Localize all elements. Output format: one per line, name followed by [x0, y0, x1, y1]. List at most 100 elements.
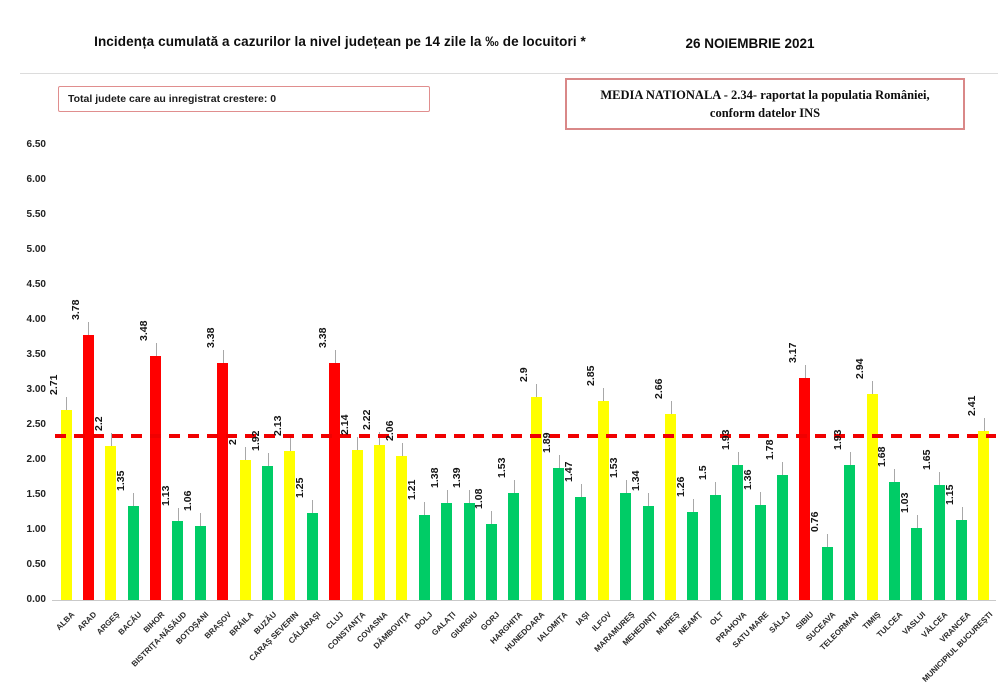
value-leader-line: [961, 506, 963, 520]
bar: [373, 444, 385, 600]
bar-value-label: 1.78: [764, 439, 777, 461]
bar: [284, 450, 296, 600]
bar-value-label: 1.21: [406, 479, 419, 501]
bar-value-label: 1.68: [876, 446, 889, 468]
value-leader-line: [670, 400, 672, 414]
bar-value-label: 2.13: [271, 415, 284, 436]
value-leader-line: [424, 502, 426, 516]
bar-value-label: 1.06: [182, 490, 195, 511]
bar: [665, 413, 677, 600]
bar: [821, 546, 833, 600]
bar-value-label: 1.93: [831, 429, 844, 450]
bar: [463, 502, 475, 600]
bar-value-label: 2.9: [518, 367, 531, 382]
chart-title: Incidența cumulată a cazurilor la nivel …: [94, 34, 586, 49]
value-leader-line: [513, 479, 515, 493]
national-average-reference-line: [55, 434, 996, 439]
bar-value-label: 2.85: [585, 365, 598, 386]
bar: [732, 464, 744, 600]
value-leader-line: [222, 350, 224, 364]
bar: [620, 492, 632, 600]
value-leader-line: [200, 512, 202, 526]
value-leader-line: [289, 437, 291, 451]
value-leader-line: [491, 511, 493, 525]
value-leader-line: [603, 387, 605, 401]
value-leader-line: [267, 452, 269, 466]
bar: [60, 410, 72, 600]
bar-value-label: 2.66: [652, 378, 665, 399]
value-leader-line: [469, 489, 471, 503]
value-leader-line: [939, 471, 941, 485]
growth-counties-text: Total judete care au inregistrat crester…: [68, 93, 277, 105]
bar-value-label: 1.92: [249, 430, 262, 451]
value-leader-line: [760, 491, 762, 505]
bar: [82, 335, 94, 600]
bar-value-label: 1.65: [921, 449, 934, 470]
bar: [105, 446, 117, 600]
bar: [508, 492, 520, 600]
growth-counties-box: Total judete care au inregistrat crester…: [58, 86, 430, 112]
bar: [844, 464, 856, 600]
bar: [956, 519, 968, 600]
y-axis-tick-label: 1.00: [26, 523, 46, 535]
value-leader-line: [177, 507, 179, 521]
bar-value-label: 1.53: [495, 457, 508, 478]
y-axis-tick-label: 0.00: [26, 593, 46, 605]
bar: [754, 504, 766, 600]
bar-value-label: 1.36: [742, 469, 755, 490]
value-leader-line: [804, 365, 806, 379]
value-leader-line: [334, 350, 336, 364]
bar: [217, 363, 229, 600]
y-axis-tick-label: 5.50: [26, 208, 46, 220]
value-leader-line: [737, 451, 739, 465]
bar: [709, 495, 721, 600]
bar: [553, 467, 565, 600]
bar-value-label: 1.26: [674, 476, 687, 497]
bar-value-label: 2.71: [48, 374, 60, 396]
value-leader-line: [88, 322, 90, 336]
top-divider: [20, 73, 998, 74]
value-leader-line: [155, 343, 157, 357]
value-leader-line: [536, 384, 538, 397]
y-axis-tick-label: 4.00: [26, 313, 46, 325]
value-leader-line: [110, 433, 112, 446]
bar: [575, 497, 587, 600]
y-axis-tick-label: 4.50: [26, 278, 46, 290]
bar-value-label: 1.5: [697, 465, 710, 480]
value-leader-line: [648, 493, 650, 507]
bar-value-label: 1.39: [451, 467, 464, 488]
bar: [799, 378, 811, 600]
y-axis-tick-label: 6.50: [26, 138, 46, 150]
bar-value-label: 1.93: [719, 429, 732, 450]
bar: [396, 455, 408, 600]
y-axis-tick-label: 3.00: [26, 383, 46, 395]
value-leader-line: [580, 484, 582, 498]
value-leader-line: [558, 454, 560, 468]
national-average-box: MEDIA NATIONALA - 2.34- raportat la popu…: [565, 78, 965, 130]
y-axis-tick-label: 2.00: [26, 453, 46, 465]
value-leader-line: [916, 514, 918, 528]
value-leader-line: [401, 442, 403, 456]
bar-value-label: 3.48: [137, 320, 150, 342]
national-average-line1: MEDIA NATIONALA - 2.34- raportat la popu…: [600, 87, 930, 102]
bar-value-label: 1.47: [562, 461, 575, 483]
national-average-line2: conform datelor INS: [709, 106, 821, 120]
value-leader-line: [692, 498, 694, 512]
value-leader-line: [446, 490, 448, 504]
y-axis-tick-label: 6.00: [26, 173, 46, 185]
bar: [329, 363, 341, 600]
bar: [239, 460, 251, 600]
bar: [530, 397, 542, 600]
value-leader-line: [133, 492, 135, 506]
bar: [150, 356, 162, 600]
bar-value-label: 2.41: [965, 395, 978, 417]
bar: [306, 512, 318, 600]
bar-value-label: 2: [227, 439, 240, 445]
y-axis-tick-label: 5.00: [26, 243, 46, 255]
bar: [172, 520, 184, 600]
bar-value-label: 2.94: [854, 358, 867, 380]
bar-value-label: 3.38: [204, 327, 217, 349]
y-axis-tick-label: 3.50: [26, 348, 46, 360]
bar-value-label: 3.78: [70, 299, 83, 321]
